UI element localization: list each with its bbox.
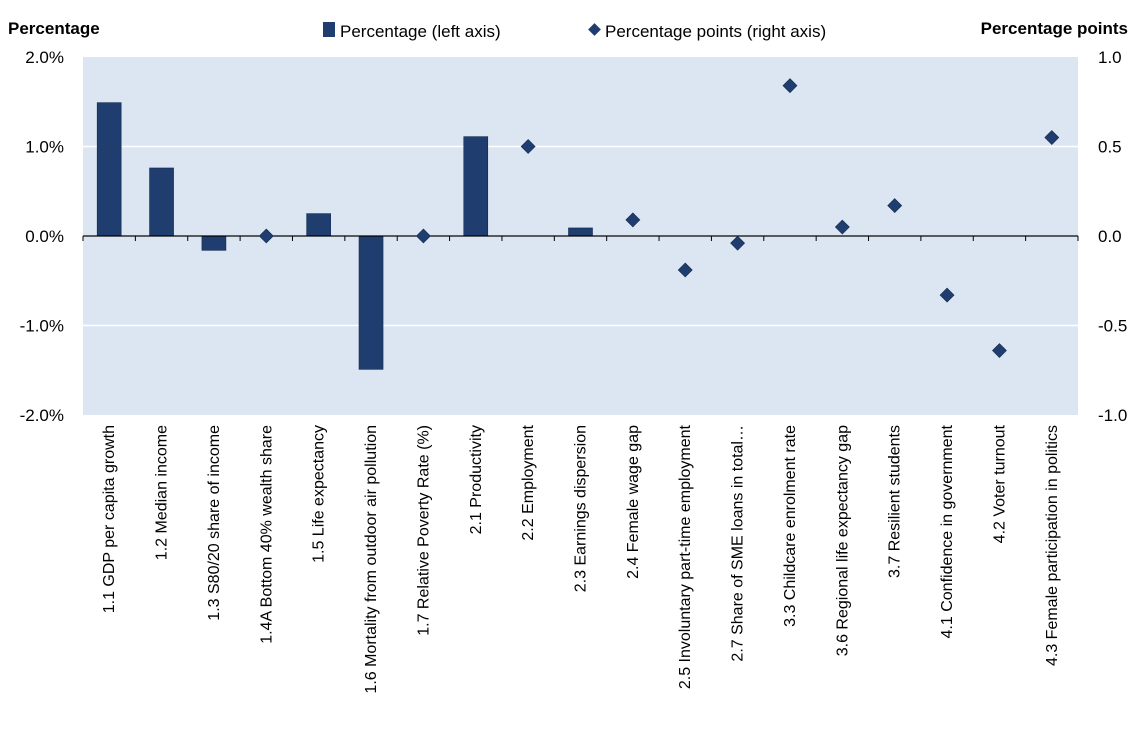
left-tick-label: -2.0% <box>20 406 64 425</box>
bar <box>150 168 174 236</box>
legend-label-percentage-points: Percentage points (right axis) <box>605 22 826 41</box>
legend: Percentage (left axis) Percentage points… <box>323 22 826 41</box>
category-label: 2.4 Female wage gap <box>625 425 642 579</box>
bar <box>97 103 121 236</box>
category-label: 1.1 GDP per capita growth <box>101 425 118 613</box>
legend-bar-swatch <box>323 22 335 37</box>
right-tick-label: 0.5 <box>1098 138 1122 157</box>
category-label: 3.7 Resilient students <box>887 425 904 578</box>
category-label: 1.7 Relative Poverty Rate (%) <box>415 425 432 636</box>
category-label: 1.6 Mortality from outdoor air pollution <box>363 425 380 694</box>
right-tick-label: -1.0 <box>1098 406 1127 425</box>
category-label: 2.7 Share of SME loans in total… <box>730 425 747 662</box>
bar <box>202 236 226 250</box>
category-label: 1.3 S80/20 share of income <box>206 425 223 621</box>
right-tick-label: 0.0 <box>1098 227 1122 246</box>
bar <box>307 214 331 236</box>
left-axis-ticks: 2.0% 1.0% 0.0% -1.0% -2.0% <box>20 48 64 425</box>
right-tick-label: -0.5 <box>1098 317 1127 336</box>
category-label: 1.4A Bottom 40% wealth share <box>258 425 275 644</box>
category-label: 4.1 Confidence in government <box>939 424 956 638</box>
category-label: 4.3 Female participation in politics <box>1044 425 1061 666</box>
left-tick-label: 2.0% <box>25 48 64 67</box>
category-label: 3.6 Regional life expectancy gap <box>834 425 851 656</box>
category-labels: 1.1 GDP per capita growth 1.2 Median inco… <box>101 424 1061 693</box>
bar <box>464 137 488 236</box>
left-tick-label: -1.0% <box>20 317 64 336</box>
legend-label-percentage: Percentage (left axis) <box>340 22 501 41</box>
category-label: 3.3 Childcare enrolment rate <box>782 425 799 627</box>
left-tick-label: 0.0% <box>25 227 64 246</box>
category-label: 1.2 Median income <box>154 425 171 560</box>
legend-diamond-swatch <box>588 23 601 36</box>
right-axis-title: Percentage points <box>981 19 1128 38</box>
category-label: 1.5 Life expectancy <box>311 425 328 563</box>
category-label: 2.5 Involuntary part-time employment <box>677 424 694 689</box>
left-tick-label: 1.0% <box>25 138 64 157</box>
category-label: 4.2 Voter turnout <box>991 424 1008 543</box>
category-label: 2.1 Productivity <box>468 425 485 534</box>
category-label: 2.3 Earnings dispersion <box>573 425 590 592</box>
right-tick-label: 1.0 <box>1098 48 1122 67</box>
bar <box>359 236 383 369</box>
bar <box>569 228 593 236</box>
right-axis-ticks: 1.0 0.5 0.0 -0.5 -1.0 <box>1098 48 1127 425</box>
left-axis-title: Percentage <box>8 19 100 38</box>
category-label: 2.2 Employment <box>520 424 537 540</box>
